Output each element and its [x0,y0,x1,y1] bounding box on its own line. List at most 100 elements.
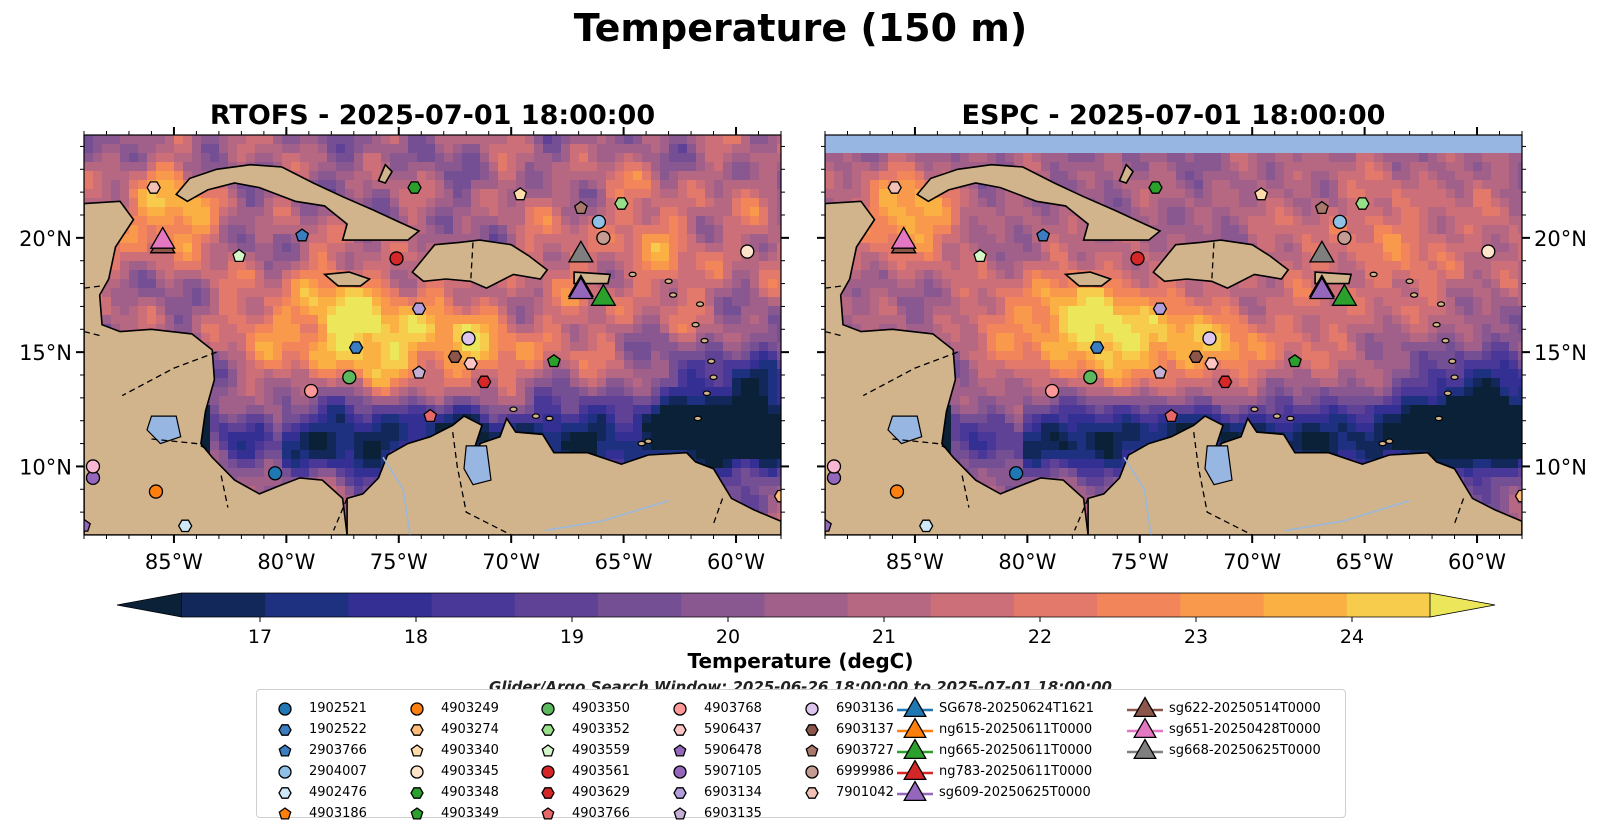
border-7 [470,242,474,282]
float-marker-4903629 [476,375,492,389]
legend-marker-icon [1127,738,1163,760]
legend-marker-icon [673,787,687,799]
legend-triangle-marker [903,738,927,760]
legend-label: 6903727 [836,743,894,758]
island-6 [693,415,702,422]
legend-label: 5907105 [704,764,762,779]
float-marker-4903561 [389,251,404,266]
legend-marker-icon [673,765,687,779]
legend-label: 4903274 [441,722,499,737]
colorbar-extend-high [1429,592,1496,618]
glider-marker-sg651-20250428T0000 [149,226,176,249]
legend-marker-icon [805,787,819,799]
legend-hexagon-marker [278,787,292,799]
float-marker-5906437 [1204,357,1219,370]
y-tick-label: 20°N [1534,227,1587,251]
legend-hexagon-marker [673,787,687,799]
float-marker-4903349 [1287,353,1302,368]
legend-label: 6903135 [704,806,762,821]
island-10 [509,406,518,413]
float-marker-6903727 [573,200,588,215]
float-marker-4903561 [1130,251,1145,266]
legend-label: 4903340 [441,743,499,758]
colorbar-tick-label: 17 [248,626,272,648]
legend-label: sg609-20250625T0000 [939,785,1091,800]
legend-label: ng783-20250611T0000 [939,764,1093,779]
island-11 [531,413,541,419]
float-marker-4902476 [918,519,934,533]
legend-marker-icon [278,787,292,799]
float-marker-2903766 [1036,228,1051,242]
legend-label: 4903350 [572,701,630,716]
lake-1 [463,445,492,486]
legend-circle-marker [410,765,424,779]
colorbar-bin [847,593,932,617]
colorbar-bin [431,593,516,617]
float-marker-6903135 [1153,365,1167,379]
legend-pentagon-marker [673,807,687,820]
legend-label: 6903134 [704,785,762,800]
x-tick-label: 60°W [1448,550,1506,574]
legend-label: 6903137 [836,722,894,737]
legend-marker-icon [673,744,687,757]
legend-marker-icon [541,787,555,799]
legend-circle-marker [278,765,292,779]
x-tick-label: 80°W [998,550,1056,574]
river-0 [382,456,411,535]
legend-pentagon-marker [278,807,292,820]
legend-hexagon-marker [278,724,292,736]
legend-circle-marker [805,765,819,779]
glider-marker-sg668-20250625T0000 [1308,240,1335,263]
float-marker-2904007 [591,214,607,230]
float-marker-6903727 [1314,200,1329,215]
border-1 [892,438,947,449]
glider-marker-ng665-20250611T0000 [1331,283,1358,306]
x-tick-label: 70°W [1223,550,1281,574]
island-2 [1441,337,1450,344]
y-tick-label: 15°N [19,341,72,365]
island-8 [664,278,673,285]
legend-label: 4903249 [441,701,499,716]
glider-marker-sg651-20250428T0000 [890,226,917,249]
colorbar-tick-label: 24 [1340,626,1364,648]
land-2 [174,163,421,241]
legend-marker-icon [805,702,819,716]
colorbar-bin [681,593,765,617]
legend-circle-marker [410,702,424,716]
x-tick-label: 75°W [1111,550,1169,574]
legend-label: 4903345 [441,764,499,779]
legend-triangle-marker [903,696,927,718]
float-marker-4903766 [1164,408,1179,423]
legend-label: 4903348 [441,785,499,800]
colorbar-bin [598,593,682,617]
legend-marker-icon [897,738,933,760]
legend-label: SG678-20250624T1621 [939,701,1095,716]
legend-circle-marker [278,702,292,716]
float-marker-4903352 [1355,197,1370,210]
float-marker-7901042 [146,181,161,194]
glider-marker-sg609-20250625T0000 [1308,276,1335,300]
float-marker-4903766 [423,408,438,423]
island-3 [1448,358,1457,365]
legend-marker-icon [410,787,424,799]
island-9 [1369,271,1378,278]
float-marker-4903274 [773,489,781,503]
legend-label: sg668-20250625T0000 [1169,743,1321,758]
border-6 [84,330,103,337]
legend-label: 7901042 [836,785,894,800]
island-9 [628,271,637,278]
legend-circle-marker [673,702,687,716]
border-0 [121,351,217,397]
float-marker-6903137 [1188,350,1204,363]
colorbar-tick-label: 22 [1028,626,1052,648]
legend-marker-icon [410,744,424,757]
float-marker-4903768 [303,383,319,399]
float-marker-4903350 [342,370,357,385]
lake-0 [146,415,182,445]
float-marker-4903274 [1514,489,1522,503]
border-8 [712,498,724,524]
legend-triangle-marker [1133,696,1157,718]
float-marker-5906478 [825,518,832,532]
float-marker-6903135 [412,365,426,379]
colorbar-bin [182,593,266,617]
